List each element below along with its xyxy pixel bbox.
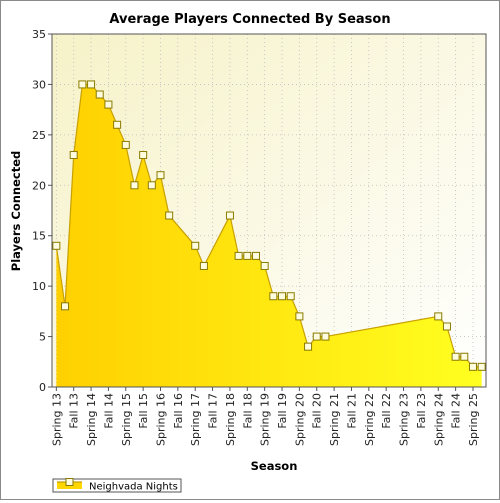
data-point <box>156 171 165 180</box>
y-tick-label: 5 <box>39 331 46 344</box>
data-point <box>477 362 486 371</box>
series-area <box>56 84 482 387</box>
series-line <box>55 83 482 368</box>
y-tick-label: 15 <box>32 230 46 243</box>
data-point <box>460 352 469 361</box>
data-point <box>260 261 269 270</box>
data-point <box>95 90 104 99</box>
x-tick-label: Fall 17 <box>207 393 220 429</box>
legend: Neighvada Nights <box>52 478 182 493</box>
data-point <box>468 362 477 371</box>
data-point <box>199 261 208 270</box>
data-point <box>451 352 460 361</box>
x-axis-label: Season <box>251 459 298 473</box>
x-tick-label: Spring 13 <box>50 393 63 446</box>
x-tick-label: Fall 23 <box>415 393 428 429</box>
data-point <box>69 151 78 160</box>
x-tick-label: Fall 13 <box>68 393 81 429</box>
x-tick-label: Fall 21 <box>345 393 358 429</box>
data-point <box>295 312 304 321</box>
data-point <box>104 100 113 109</box>
data-point <box>434 312 443 321</box>
x-tick-label: Spring 19 <box>259 393 272 446</box>
data-point <box>269 292 278 301</box>
data-point <box>87 80 96 89</box>
data-point <box>61 302 70 311</box>
x-tick-label: Fall 24 <box>450 393 463 429</box>
data-point <box>234 251 243 260</box>
data-point <box>243 251 252 260</box>
data-point <box>78 80 87 89</box>
data-point <box>304 342 313 351</box>
y-tick-label: 30 <box>32 78 46 91</box>
x-tick-label: Fall 15 <box>137 393 150 429</box>
x-tick-label: Fall 19 <box>276 393 289 429</box>
x-tick-label: Spring 22 <box>363 393 376 446</box>
data-point <box>191 241 200 250</box>
legend-marker <box>65 478 74 486</box>
x-tick-label: Spring 23 <box>398 393 411 446</box>
legend-series-name: Neighvada Nights <box>89 482 178 493</box>
y-tick-label: 35 <box>32 28 46 41</box>
x-tick-label: Fall 20 <box>311 393 324 429</box>
x-tick-label: Spring 16 <box>155 393 168 446</box>
data-point <box>165 211 174 220</box>
x-tick-label: Spring 21 <box>328 393 341 446</box>
x-tick-label: Spring 18 <box>224 393 237 446</box>
y-tick-label: 10 <box>32 280 46 293</box>
x-tick-label: Spring 25 <box>467 393 480 446</box>
x-tick-label: Fall 18 <box>241 393 254 429</box>
data-point <box>121 140 130 149</box>
x-tick-label: Fall 14 <box>102 393 115 429</box>
x-tick-label: Spring 15 <box>120 393 133 446</box>
y-axis-label: Players Connected <box>9 151 23 271</box>
data-point <box>286 292 295 301</box>
legend-box <box>52 478 182 493</box>
data-point <box>312 332 321 341</box>
chart-title: Average Players Connected By Season <box>109 12 390 27</box>
x-tick-label: Spring 17 <box>189 393 202 446</box>
data-point <box>147 181 156 190</box>
x-tick-label: Spring 20 <box>293 393 306 446</box>
plot-border <box>51 33 487 388</box>
data-point <box>52 241 61 250</box>
y-tick-label: 20 <box>32 179 46 192</box>
data-point <box>278 292 287 301</box>
x-tick-label: Spring 24 <box>432 393 445 446</box>
data-point <box>130 181 139 190</box>
data-point <box>321 332 330 341</box>
y-tick-label: 0 <box>39 381 46 394</box>
x-tick-label: Fall 22 <box>380 393 393 429</box>
data-point <box>113 120 122 129</box>
data-point <box>225 211 234 220</box>
data-point <box>442 322 451 331</box>
data-point <box>139 151 148 160</box>
x-tick-label: Spring 14 <box>85 393 98 446</box>
data-point <box>251 251 260 260</box>
x-tick-label: Fall 16 <box>172 393 185 429</box>
plot-area: 0 5 10 15 20 25 30 35 Spring 13 Fall 13 Spring 14 F… <box>32 28 487 446</box>
y-tick-label: 25 <box>32 129 46 142</box>
